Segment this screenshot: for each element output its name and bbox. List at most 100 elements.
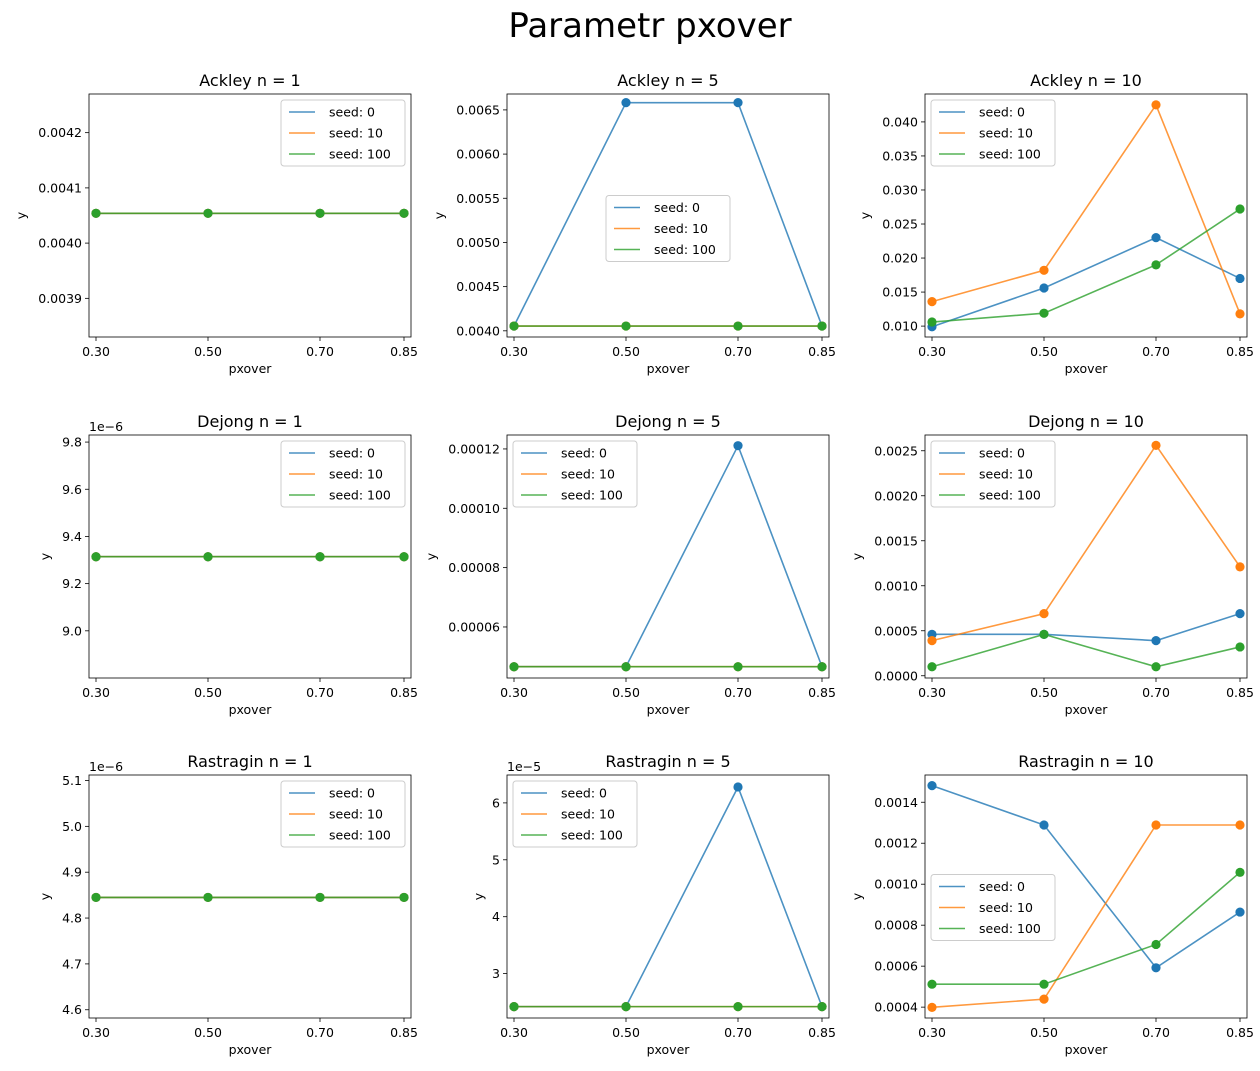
y-tick-label: 0.0008 bbox=[874, 918, 918, 933]
series-line-seed-1 bbox=[931, 443, 1241, 642]
series-line-seed-1 bbox=[931, 824, 1240, 1009]
y-tick-label: 4.7 bbox=[62, 956, 82, 971]
y-tick-label: 4.8 bbox=[62, 911, 82, 926]
y-tick-label: 0.0041 bbox=[38, 180, 82, 195]
data-point bbox=[1039, 629, 1049, 639]
legend-box bbox=[605, 195, 731, 262]
y-tick-label: 6 bbox=[492, 795, 500, 810]
y-tick-label: 0.0045 bbox=[456, 279, 500, 294]
legend-label: seed: 100 bbox=[561, 488, 623, 503]
x-tick-label: 0.85 bbox=[1226, 685, 1254, 700]
x-tick-label: 0.85 bbox=[808, 344, 836, 359]
data-point bbox=[733, 321, 743, 331]
y-tick-label: 0.0060 bbox=[456, 147, 500, 162]
data-point bbox=[1235, 609, 1245, 619]
y-tick-label: 0.0010 bbox=[874, 877, 918, 892]
series-line-seed-0 bbox=[932, 612, 1241, 642]
data-point bbox=[927, 1002, 937, 1012]
y-tick-label: 9.4 bbox=[62, 529, 82, 544]
y-axis-label: y bbox=[37, 892, 52, 900]
legend-label: seed: 0 bbox=[561, 446, 607, 461]
x-tick-label: 0.85 bbox=[1226, 344, 1254, 359]
x-axis-label: pxover bbox=[647, 361, 691, 376]
axes-frame bbox=[924, 93, 1248, 338]
data-point bbox=[1235, 867, 1245, 877]
x-tick-label: 0.85 bbox=[808, 685, 836, 700]
legend-label: seed: 10 bbox=[979, 467, 1033, 482]
subplot-title: Ackley n = 1 bbox=[199, 71, 300, 90]
x-tick-label: 0.50 bbox=[1030, 344, 1058, 359]
y-tick-label: 0.0004 bbox=[874, 1000, 918, 1015]
data-point bbox=[399, 892, 409, 903]
x-axis-label: pxover bbox=[647, 1042, 691, 1057]
legend-box bbox=[512, 440, 638, 508]
legend: seed: 0 seed: 10 seed: 100 bbox=[930, 874, 1056, 941]
y-tick-label: 0.015 bbox=[882, 285, 918, 300]
data-point bbox=[927, 662, 937, 672]
y-tick-label: 0.0015 bbox=[874, 533, 918, 548]
data-point bbox=[1039, 283, 1049, 293]
legend-label: seed: 100 bbox=[979, 921, 1041, 936]
data-point bbox=[1151, 662, 1161, 672]
subplot-title: Rastragin n = 1 bbox=[187, 752, 312, 771]
subplot-title: Rastragin n = 10 bbox=[1018, 752, 1153, 771]
y-tick-label: 0.00008 bbox=[448, 560, 500, 575]
x-tick-label: 0.50 bbox=[194, 344, 222, 359]
x-tick-label: 0.50 bbox=[1030, 685, 1058, 700]
legend-label: seed: 10 bbox=[329, 807, 383, 822]
subplot-1: Ackley n = 1 0.30 0.50 0.70 0.85 0.0039 0.0040… bbox=[14, 71, 418, 376]
y-tick-label: 4.6 bbox=[62, 1002, 82, 1017]
x-axis-label: pxover bbox=[647, 702, 691, 717]
y-tick-label: 0.0025 bbox=[874, 443, 918, 458]
data-point bbox=[203, 892, 213, 903]
legend: seed: 0 seed: 10 seed: 100 bbox=[280, 780, 406, 848]
y-axis-label: y bbox=[432, 211, 447, 219]
y-axis-label: y bbox=[14, 211, 29, 219]
x-tick-label: 0.30 bbox=[500, 1025, 528, 1040]
legend-label: seed: 10 bbox=[654, 221, 708, 236]
legend: seed: 0 seed: 10 seed: 100 bbox=[280, 99, 406, 167]
subplot-4: Dejong n = 1 0.30 0.50 0.70 0.85 9.0 9.2 9.4 9.6… bbox=[37, 412, 418, 717]
y-offset-label: 1e−5 bbox=[507, 759, 541, 774]
legend: seed: 0 seed: 10 seed: 100 bbox=[605, 195, 731, 262]
data-point bbox=[817, 1002, 827, 1012]
axes-frame bbox=[506, 434, 830, 679]
legend-box bbox=[930, 440, 1056, 508]
data-point bbox=[927, 636, 937, 646]
y-tick-label: 0.0014 bbox=[874, 795, 918, 810]
y-tick-label: 0.0050 bbox=[456, 235, 500, 250]
x-tick-label: 0.85 bbox=[390, 1025, 418, 1040]
y-tick-label: 0.0010 bbox=[874, 578, 918, 593]
y-tick-label: 0.0012 bbox=[874, 836, 918, 851]
data-point bbox=[1039, 265, 1049, 275]
series-line-seed-2 bbox=[931, 208, 1241, 323]
y-axis-label: y bbox=[471, 892, 486, 900]
legend-box bbox=[512, 780, 638, 848]
y-tick-label: 0.00010 bbox=[448, 501, 500, 516]
legend-label: seed: 10 bbox=[979, 900, 1033, 915]
legend-label: seed: 100 bbox=[561, 828, 623, 843]
data-point bbox=[399, 208, 409, 218]
data-point bbox=[1151, 100, 1161, 110]
legend: seed: 0 seed: 10 seed: 100 bbox=[930, 99, 1056, 167]
x-tick-label: 0.70 bbox=[1142, 685, 1170, 700]
data-point bbox=[315, 892, 325, 903]
subplot-title: Dejong n = 5 bbox=[615, 412, 721, 431]
legend-label: seed: 10 bbox=[561, 467, 615, 482]
data-point bbox=[927, 297, 937, 307]
x-tick-label: 0.50 bbox=[612, 344, 640, 359]
y-tick-label: 3 bbox=[492, 966, 500, 981]
legend: seed: 0 seed: 10 seed: 100 bbox=[512, 440, 638, 508]
axes-frame bbox=[924, 434, 1248, 679]
x-tick-label: 0.30 bbox=[82, 685, 110, 700]
data-point bbox=[1235, 562, 1245, 572]
y-tick-label: 0.0000 bbox=[874, 668, 918, 683]
x-tick-label: 0.70 bbox=[724, 344, 752, 359]
data-point bbox=[509, 662, 519, 672]
x-tick-label: 0.30 bbox=[500, 685, 528, 700]
data-point bbox=[1235, 907, 1245, 917]
legend-box bbox=[930, 874, 1056, 941]
series-line-seed-0 bbox=[513, 101, 823, 327]
x-tick-label: 0.30 bbox=[82, 344, 110, 359]
legend-label: seed: 100 bbox=[329, 147, 391, 162]
